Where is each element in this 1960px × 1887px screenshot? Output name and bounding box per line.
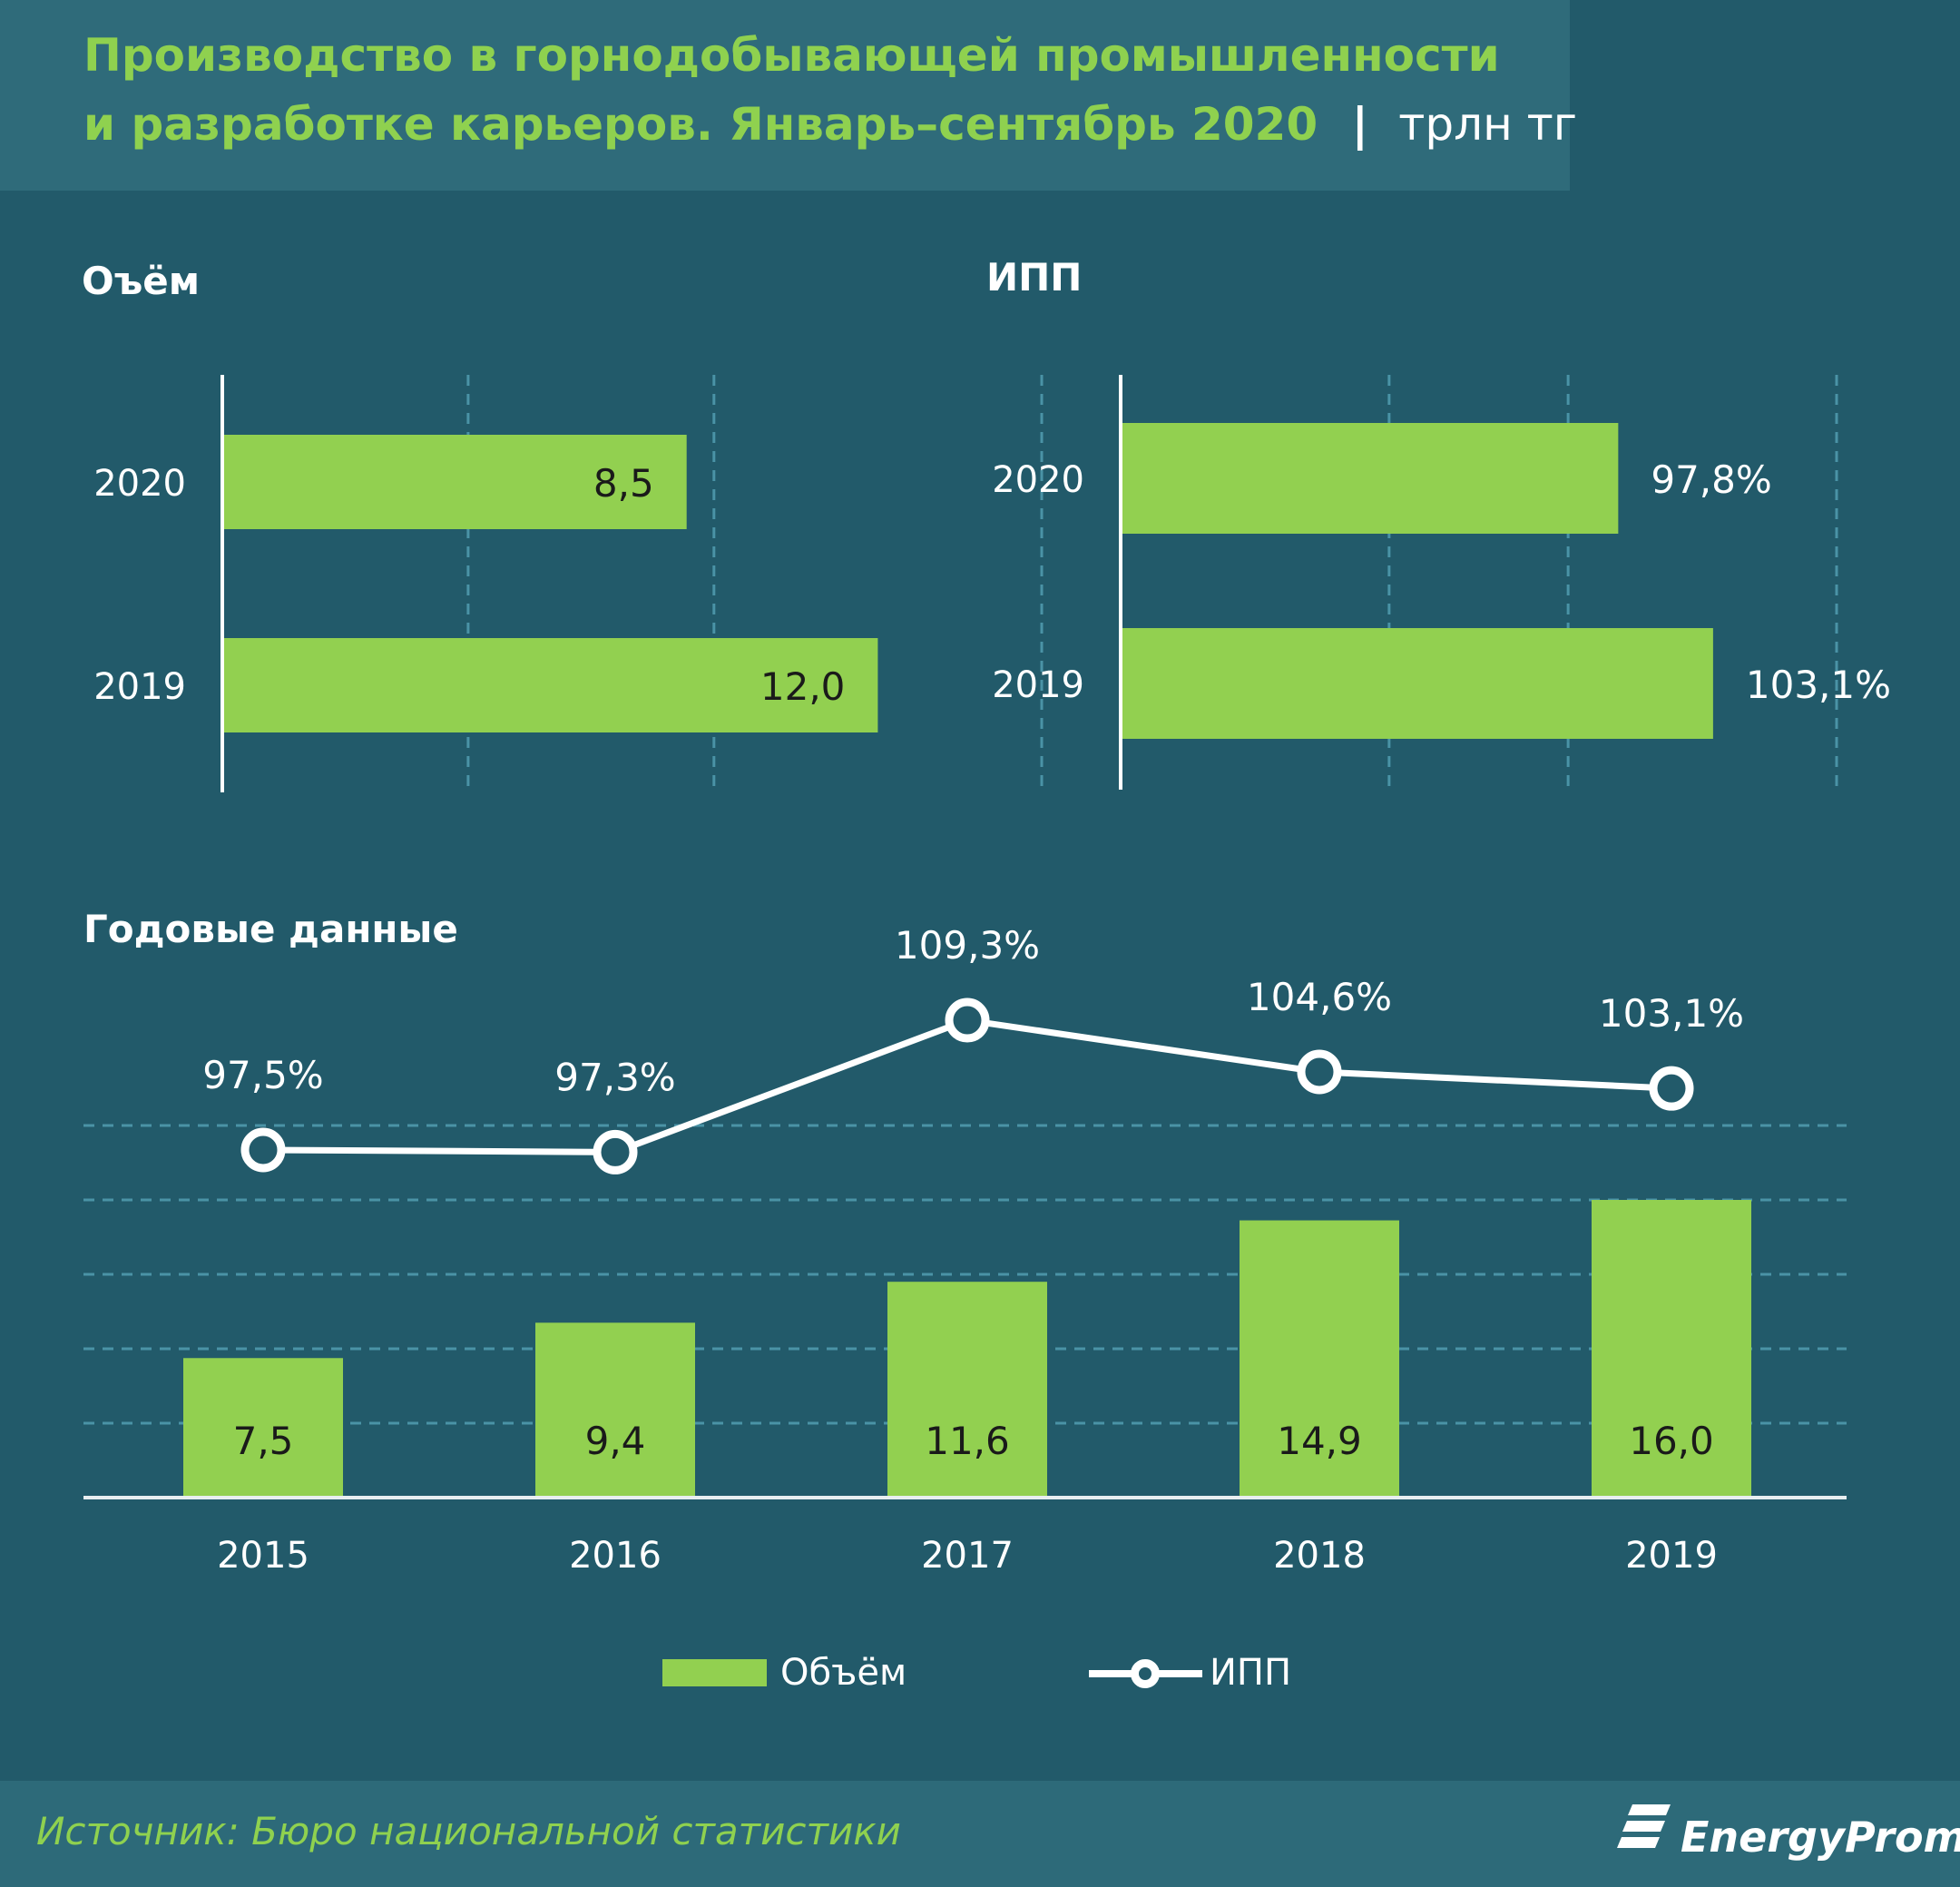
title-line-2: и разработке карьеров. Январь–сентябрь 2… xyxy=(83,98,1577,151)
bar-2016 xyxy=(535,1322,695,1498)
title-separator: | xyxy=(1352,98,1368,151)
legend: Объём ИПП xyxy=(662,1652,1291,1694)
ipp-marker-2016 xyxy=(593,1129,638,1174)
bar-2017 xyxy=(887,1282,1047,1498)
legend-swatch-ipp-marker-inner xyxy=(1139,1667,1152,1680)
logo-stripe-1 xyxy=(1628,1804,1671,1815)
volume-bar-chart: 2020 8,5 2019 12,0 xyxy=(93,375,1044,792)
title-line-2-text: и разработке карьеров. Январь–сентябрь 2… xyxy=(83,98,1318,151)
header-band xyxy=(0,0,1570,191)
x-tick-label-2016: 2016 xyxy=(569,1535,662,1577)
bar-label-2018: 14,9 xyxy=(1277,1419,1362,1463)
ipp-label-2015: 97,5% xyxy=(202,1053,323,1097)
ipp-label-2018: 104,6% xyxy=(1247,975,1392,1019)
data-label-2020: 8,5 xyxy=(593,461,654,506)
ipp-marker-2019 xyxy=(1649,1066,1694,1111)
x-tick-label-2015: 2015 xyxy=(217,1535,309,1577)
bar-2020 xyxy=(1122,423,1619,534)
bar-2018 xyxy=(1240,1220,1399,1498)
bar-label-2015: 7,5 xyxy=(233,1419,294,1463)
bar-2019 xyxy=(1122,628,1713,739)
ipp-marker-2017 xyxy=(945,998,990,1043)
source-text: Источник: Бюро национальной статистики xyxy=(36,1809,901,1853)
ipp-marker-2018 xyxy=(1297,1049,1342,1095)
x-tick-label-2019: 2019 xyxy=(1625,1535,1718,1577)
title-unit: трлн тг xyxy=(1398,98,1577,151)
category-label-2019: 2019 xyxy=(93,666,186,708)
ipp-label-2016: 97,3% xyxy=(554,1055,675,1099)
bar-label-2017: 11,6 xyxy=(925,1419,1010,1463)
ipp-bar-chart: 2020 97,8% 2019 103,1% xyxy=(992,375,1891,790)
logo-stripe-3 xyxy=(1617,1837,1660,1848)
bar-2020 xyxy=(224,435,687,529)
ipp-label-2019: 103,1% xyxy=(1599,991,1744,1036)
category-label-2020: 2020 xyxy=(992,459,1084,501)
bar-2019 xyxy=(1592,1200,1751,1498)
legend-label-volume: Объём xyxy=(780,1652,906,1694)
x-tick-label-2018: 2018 xyxy=(1273,1535,1366,1577)
bar-label-2019: 16,0 xyxy=(1629,1419,1714,1463)
logo-stripe-2 xyxy=(1622,1821,1665,1832)
bar-label-2016: 9,4 xyxy=(585,1419,646,1463)
bar-2019 xyxy=(224,638,878,732)
ipp-marker-2015 xyxy=(240,1127,286,1173)
ipp-chart-title: ИПП xyxy=(986,255,1082,300)
data-label-2020: 97,8% xyxy=(1651,457,1771,502)
title-line-1: Производство в горнодобывающей промышлен… xyxy=(83,29,1500,82)
annual-chart-title: Годовые данные xyxy=(83,907,458,951)
category-label-2019: 2019 xyxy=(992,664,1084,706)
category-label-2020: 2020 xyxy=(93,463,186,505)
legend-label-ipp: ИПП xyxy=(1210,1652,1291,1694)
data-label-2019: 103,1% xyxy=(1746,663,1891,707)
x-tick-label-2017: 2017 xyxy=(921,1535,1014,1577)
energyprom-logo-text: EnergyProm xyxy=(1681,1813,1960,1862)
legend-swatch-volume xyxy=(662,1659,767,1686)
energyprom-logo-icon xyxy=(1617,1804,1671,1848)
annual-combo-chart: 7,5 2015 9,4 2016 11,6 2017 14,9 2018 16,0 2019 97… xyxy=(83,923,1847,1577)
bar-2015 xyxy=(183,1358,343,1498)
footer-band xyxy=(0,1781,1960,1887)
data-label-2019: 12,0 xyxy=(760,664,846,709)
ipp-label-2017: 109,3% xyxy=(895,923,1040,968)
volume-chart-title: Оъём xyxy=(82,259,200,303)
